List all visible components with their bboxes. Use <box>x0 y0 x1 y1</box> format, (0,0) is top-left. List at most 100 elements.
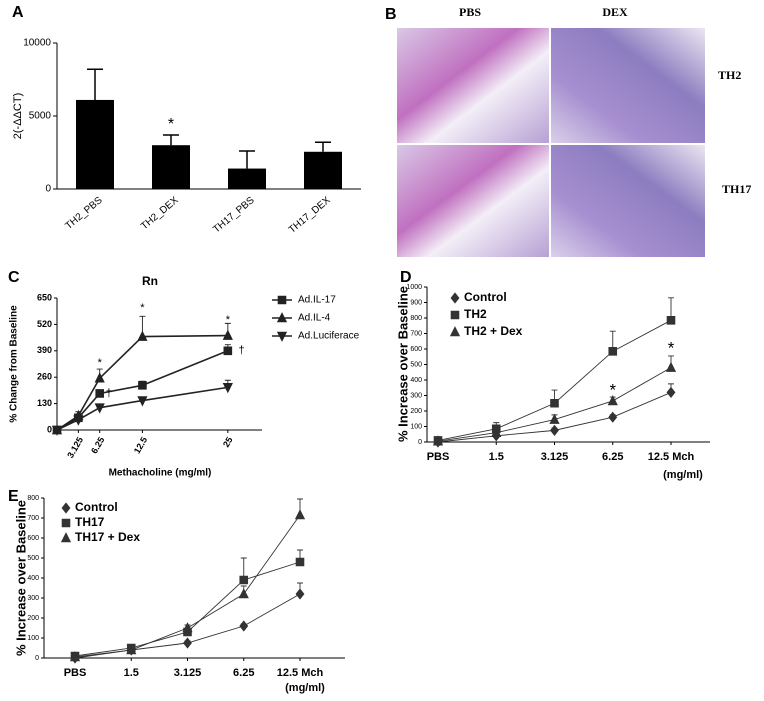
error-bar <box>87 68 103 100</box>
legend-label: TH17 + Dex <box>75 530 140 544</box>
x-tick-label: 3.125 <box>65 435 85 460</box>
y-tick-label: 300 <box>27 595 39 602</box>
y-tick-label: 600 <box>27 535 39 542</box>
marker <box>137 330 148 341</box>
y-tick-label: 200 <box>410 408 422 415</box>
histology-image <box>551 145 705 257</box>
x-tick-label: 12.5 Mch <box>277 667 324 679</box>
marker <box>95 389 105 398</box>
marker <box>449 326 461 337</box>
y-axis-label: % Increase over Baseline <box>13 500 28 656</box>
legend-label: Ad.IL-17 <box>298 295 336 306</box>
marker <box>61 502 71 514</box>
legend-label: TH2 <box>464 307 487 321</box>
y-tick-label: 130 <box>37 398 52 408</box>
y-tick-label: 700 <box>27 515 39 522</box>
row-label: TH2 <box>718 68 741 82</box>
marker <box>295 588 305 600</box>
y-tick-label: 0 <box>47 424 52 434</box>
y-axis-label: % Change from Baseline <box>9 305 20 423</box>
marker <box>295 557 305 567</box>
x-tick-label: 1.5 <box>124 667 139 679</box>
y-axis-label: 2(-ΔΔCT) <box>12 93 24 139</box>
x-tick-label: 12.5 <box>132 435 149 455</box>
annotation: * <box>609 380 616 399</box>
marker <box>276 312 288 323</box>
y-tick-label: 700 <box>410 330 422 337</box>
histology-panel: PBS DEX TH2 TH17 <box>397 5 751 257</box>
annotation: † <box>106 387 112 399</box>
marker <box>61 518 71 528</box>
marker <box>549 413 560 424</box>
marker <box>239 575 249 585</box>
histology-image <box>551 28 705 143</box>
x-tick-label: 6.25 <box>602 451 623 463</box>
legend-label: Control <box>464 290 507 304</box>
y-tick-label: 1000 <box>406 284 422 291</box>
y-tick-label: 0 <box>418 439 422 446</box>
y-tick-label: 600 <box>410 346 422 353</box>
y-tick-label: 200 <box>27 615 39 622</box>
marker <box>665 361 677 372</box>
panel-label: C <box>8 269 20 286</box>
marker <box>69 651 81 662</box>
marker <box>277 295 287 305</box>
legend-label: Ad.Luciferace <box>298 331 360 342</box>
x-tick-label: 6.25 <box>233 667 254 679</box>
marker <box>550 398 559 408</box>
bar <box>304 151 342 189</box>
x-tick-label: TH17_DEX <box>287 195 333 236</box>
marker <box>491 426 502 437</box>
panel-label: E <box>8 488 19 505</box>
marker <box>666 316 676 325</box>
y-tick-label: 0 <box>45 184 51 195</box>
legend-label: Ad.IL-4 <box>298 313 331 324</box>
marker <box>607 395 618 406</box>
x-tick-label: 3.125 <box>174 667 202 679</box>
panel-label: A <box>12 4 24 21</box>
marker <box>94 403 105 414</box>
marker <box>294 509 306 520</box>
x-tick-label: 3.125 <box>541 451 569 463</box>
y-tick-label: 100 <box>27 635 39 642</box>
annotation: * <box>226 314 231 326</box>
chart-title: Rn <box>142 274 158 288</box>
marker <box>432 435 444 446</box>
x-tick-label: TH17_PBS <box>211 195 257 236</box>
histology-image <box>397 145 549 257</box>
annotation: † <box>238 345 244 357</box>
marker <box>60 532 72 543</box>
y-tick-label: 400 <box>27 575 39 582</box>
y-tick-label: 300 <box>410 392 422 399</box>
panel-label: D <box>400 269 412 286</box>
x-axis-label: Methacholine (mg/ml) <box>109 468 212 479</box>
x-tick-label: 1.5 <box>489 451 504 463</box>
panel-label: B <box>385 6 397 23</box>
marker <box>238 588 249 599</box>
marker <box>51 425 63 436</box>
error-bar <box>163 134 179 146</box>
marker <box>126 644 137 655</box>
y-tick-label: 500 <box>410 361 422 368</box>
bar <box>76 99 114 189</box>
legend-label: TH2 + Dex <box>464 324 523 338</box>
error-bar <box>315 141 331 152</box>
y-tick-label: 5000 <box>29 111 52 122</box>
marker <box>94 372 105 383</box>
marker <box>608 411 618 423</box>
y-tick-label: 100 <box>410 423 422 430</box>
y-tick-label: 800 <box>27 495 39 502</box>
marker <box>608 347 618 356</box>
marker <box>666 386 676 399</box>
bar <box>152 145 190 189</box>
legend-label: Control <box>75 500 118 514</box>
histology-image <box>397 28 549 143</box>
column-label: DEX <box>602 5 628 19</box>
column-label: PBS <box>459 5 481 19</box>
marker <box>222 383 233 394</box>
x-tick-label: 6.25 <box>89 435 106 455</box>
annotation: * <box>168 116 174 133</box>
row-label: TH17 <box>722 182 751 196</box>
marker <box>450 292 460 304</box>
